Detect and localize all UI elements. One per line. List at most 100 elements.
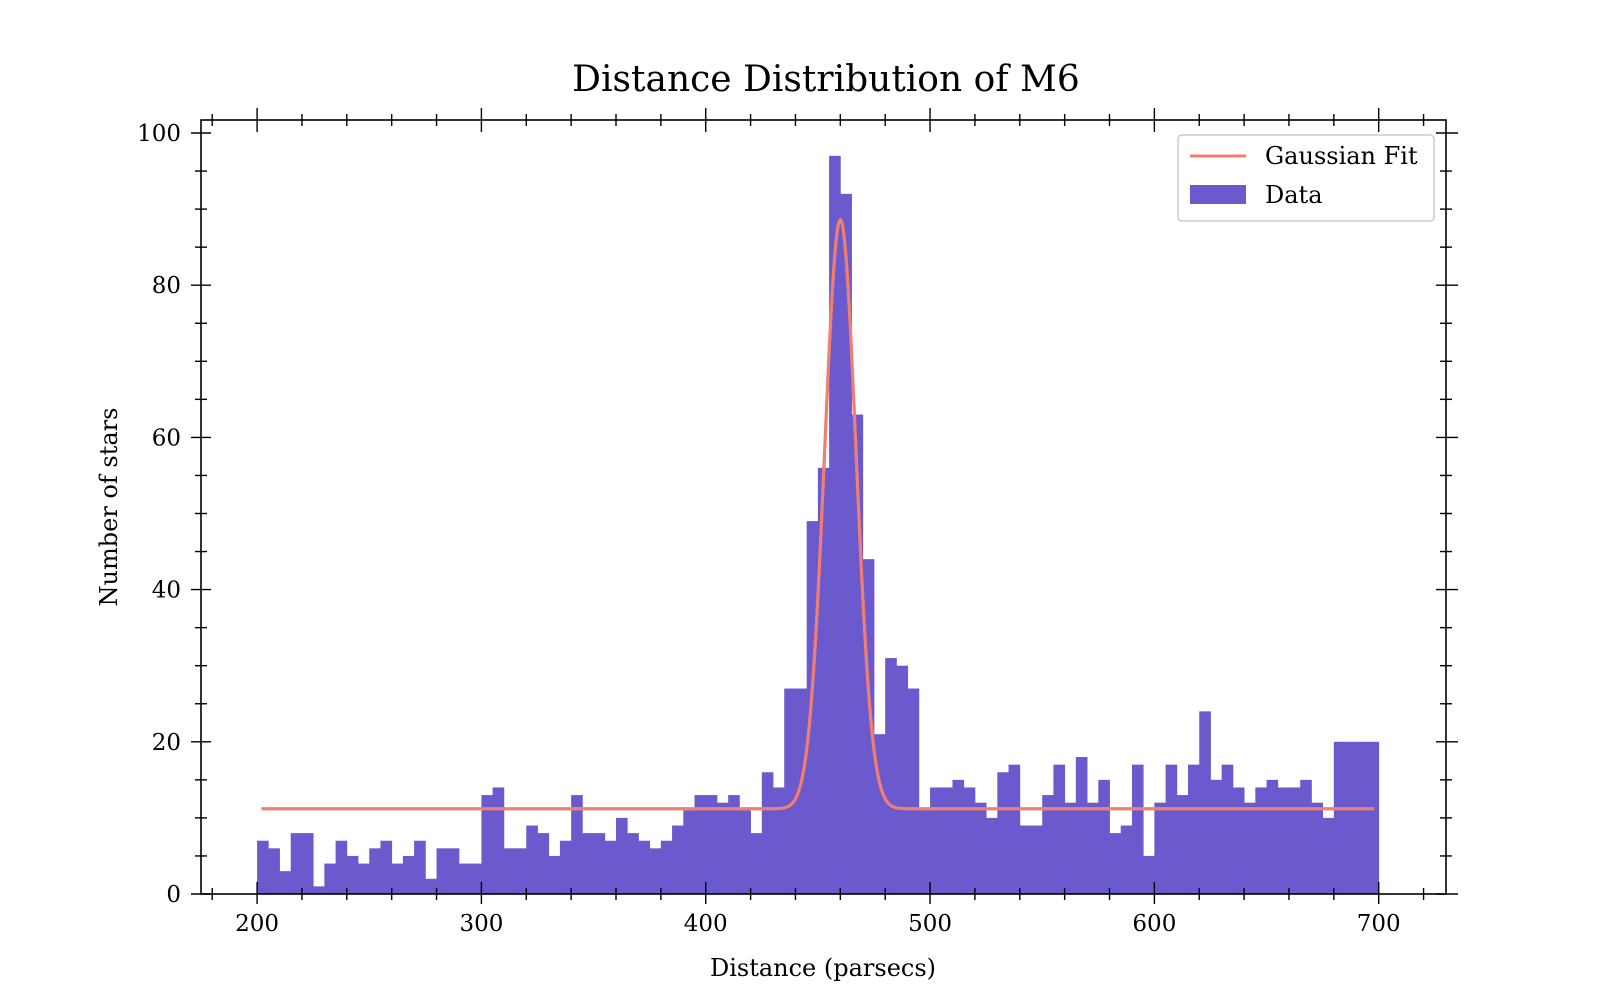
histogram-bar [358,863,370,894]
histogram-bar [862,559,875,894]
histogram-bar [795,688,808,894]
histogram-bar [1042,795,1054,894]
histogram-bar [705,795,718,894]
histogram-bar [963,787,976,894]
histogram-bar [1075,757,1088,894]
histogram-bar [694,795,707,894]
histogram-bar [279,871,292,894]
histogram-bar [627,833,639,894]
histogram-bar [761,772,774,894]
histogram-bar [683,810,695,894]
histogram-bar [806,521,819,894]
histogram-bar [817,467,830,894]
y-tick-label: 20 [152,730,181,756]
histogram-bar [593,833,606,894]
histogram-bar [1019,825,1032,894]
histogram-bar [649,848,662,894]
histogram-bar [840,193,852,894]
histogram-bar [1333,741,1346,894]
y-tick-label: 60 [152,425,181,451]
histogram-bar [1232,787,1245,894]
histogram-bar [873,734,886,894]
histogram-bar [391,863,404,894]
x-tick-label: 300 [459,911,503,937]
histogram-bar [1031,825,1043,894]
y-axis-label: Number of stars [95,408,123,607]
histogram-bar [885,658,897,894]
x-tick-label: 500 [908,911,952,937]
histogram-bar [604,840,617,894]
histogram-bar [402,855,415,894]
gaussian-fit [261,218,1375,811]
histogram-bar [458,863,471,894]
histogram-bar [346,855,359,894]
histogram-bar [1120,825,1133,894]
histogram-bar [1143,855,1155,894]
histogram-bar [481,795,494,894]
histogram-bar [784,688,796,894]
histogram-bar [1098,779,1110,894]
histogram-bar [380,840,393,894]
histogram-bar [851,414,864,894]
histogram-bar [750,833,763,894]
histogram-bar [660,840,673,894]
y-tick-label: 100 [137,121,181,147]
histogram-bar [672,825,684,894]
histogram-bar [1165,764,1178,894]
histogram-bar [335,840,348,894]
histogram-bar [952,779,965,894]
histogram-bar [436,848,449,894]
histogram-bar [1322,817,1335,894]
histogram-bar [1311,802,1324,894]
x-tick-label: 600 [1132,911,1176,937]
histogram-bar [324,863,336,894]
axis-ticks [191,108,1458,904]
histogram-bar [997,772,1009,894]
histogram-bar [829,155,841,894]
histogram-bar [1131,764,1144,894]
y-tick-label: 40 [152,578,181,604]
histogram-bar [447,848,460,894]
histogram-bar [1345,741,1357,894]
histogram-bar [1154,802,1166,894]
histogram-bar [930,787,942,894]
histogram-bar [1087,802,1099,894]
histogram-bar [369,848,381,894]
histogram-bar [1221,764,1234,894]
histogram-bar [974,802,987,894]
x-tick-label: 400 [684,911,728,937]
histogram-bar [1199,711,1211,894]
histogram-bar [1109,833,1122,894]
x-axis-label: Distance (parsecs) [710,954,936,982]
histogram-bar [571,795,583,894]
histogram-bar [537,833,550,894]
histogram-bar [1300,779,1312,894]
histogram-bar [290,833,303,894]
histogram-bar [1008,764,1021,894]
histogram-bar [268,848,280,894]
histogram-bar [728,795,740,894]
histogram-bar [1244,802,1256,894]
histogram-bar [425,878,437,894]
legend-data-swatch [1190,185,1246,204]
histogram-bar [1210,779,1223,894]
histogram-bar [1064,802,1077,894]
histogram-bar [1367,741,1380,894]
chart-title: Distance Distribution of M6 [572,59,1080,100]
histogram-bar [1255,787,1267,894]
histogram-bar [1266,779,1279,894]
histogram-bar [896,665,909,894]
histogram-bar [638,840,651,894]
histogram-bar [716,802,729,894]
histogram-bar [616,817,628,894]
histogram-bar [1176,795,1189,894]
histogram-bar [548,855,561,894]
x-tick-label: 200 [235,911,279,937]
histogram-bar [559,840,572,894]
histogram-bar [1188,764,1200,894]
histogram-bar [503,848,516,894]
y-tick-label: 80 [152,273,181,299]
x-tick-label: 700 [1357,911,1401,937]
histogram-bar [1288,787,1301,894]
